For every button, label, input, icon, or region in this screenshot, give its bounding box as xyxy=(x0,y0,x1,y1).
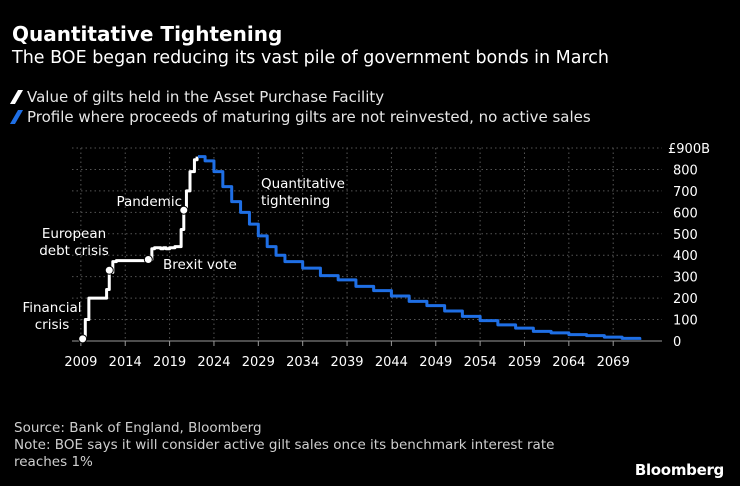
y-tick-label-400: 400 xyxy=(673,249,698,264)
annotation-financial-crisis: Financial crisis xyxy=(22,300,81,333)
x-tick-label-2014: 2014 xyxy=(109,355,142,370)
note-line-2: reaches 1% xyxy=(14,454,93,470)
series-lines xyxy=(82,155,642,341)
bloomberg-logo: Bloomberg xyxy=(634,461,724,479)
y-unit-label: £900B xyxy=(668,142,710,157)
x-tick-label-2019: 2019 xyxy=(153,355,186,370)
x-axis: 2009 2014 2019 2024 2029 2034 2039 2044 2049 2054… xyxy=(64,341,630,370)
x-tick-label-2054: 2054 xyxy=(464,355,497,370)
x-tick-label-2064: 2064 xyxy=(552,355,585,370)
note-line-1: Note: BOE says it will consider active g… xyxy=(14,437,555,453)
y-tick-label-800: 800 xyxy=(673,163,698,178)
legend-item-profile: Profile where proceeds of maturing gilts… xyxy=(9,108,591,126)
marker-brexit-vote xyxy=(143,255,153,265)
y-tick-label-600: 600 xyxy=(673,206,698,221)
annotations: Financial crisis European debt crisis Brexit… xyxy=(22,176,345,333)
source-note: Source: Bank of England, Bloomberg Note:… xyxy=(14,420,554,471)
y-tick-label-200: 200 xyxy=(673,292,698,307)
annotation-quantitative-tightening: Quantitative tightening xyxy=(261,176,345,209)
y-tick-label-500: 500 xyxy=(673,228,698,243)
legend-label-profile: Profile where proceeds of maturing gilts… xyxy=(27,108,591,126)
x-tick-label-2024: 2024 xyxy=(197,355,230,370)
x-tick-label-2059: 2059 xyxy=(508,355,541,370)
x-tick-label-2034: 2034 xyxy=(286,355,319,370)
marker-pandemic xyxy=(179,205,189,215)
marker-financial-crisis xyxy=(78,334,88,344)
marker-european-debt-crisis xyxy=(104,265,114,275)
y-axis: 0 100 200 300 400 500 600 700 800 £900B xyxy=(668,142,710,350)
x-tick-label-2029: 2029 xyxy=(242,355,275,370)
y-tick-label-0: 0 xyxy=(673,335,681,350)
x-tick-label-2049: 2049 xyxy=(419,355,452,370)
legend-item-gilts: Value of gilts held in the Asset Purchas… xyxy=(9,88,385,106)
y-tick-label-300: 300 xyxy=(673,271,698,286)
annotation-pandemic: Pandemic xyxy=(116,194,182,210)
x-tick-label-2009: 2009 xyxy=(64,355,97,370)
y-tick-label-700: 700 xyxy=(673,185,698,200)
annotation-brexit-vote: Brexit vote xyxy=(163,257,237,273)
series-line-qt-profile xyxy=(197,155,642,340)
annotation-european-debt-crisis: European debt crisis xyxy=(39,226,109,259)
chart-subtitle: The BOE began reducing its vast pile of … xyxy=(12,48,610,68)
y-tick-label-100: 100 xyxy=(673,314,698,329)
gridlines xyxy=(72,147,662,342)
event-markers xyxy=(78,205,189,344)
x-tick-label-2039: 2039 xyxy=(330,355,363,370)
source-text: Source: Bank of England, Bloomberg xyxy=(14,420,262,436)
chart-title: Quantitative Tightening xyxy=(12,22,283,46)
x-tick-label-2044: 2044 xyxy=(375,355,408,370)
x-tick-label-2069: 2069 xyxy=(597,355,630,370)
legend-label-gilts: Value of gilts held in the Asset Purchas… xyxy=(27,88,385,106)
